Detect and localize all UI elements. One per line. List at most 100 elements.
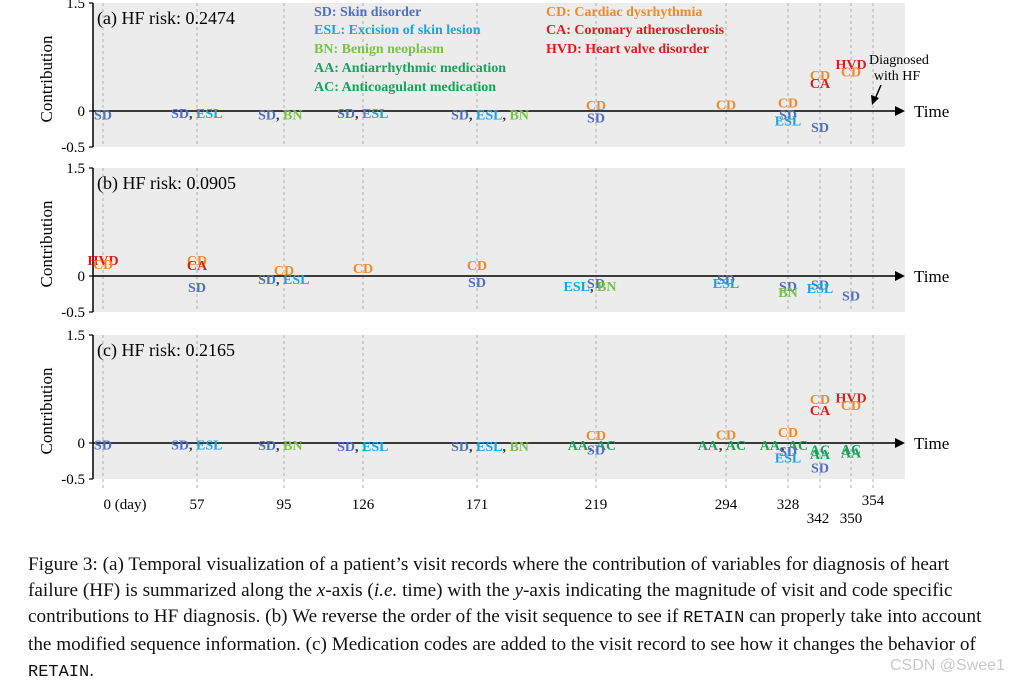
code-mark-c-bn-95-4: BN [283,439,302,454]
code-mark-c-sd-328-20: SD [779,445,797,460]
code-mark-b-sd-342-18: SD [811,279,829,294]
x-tick-label-350: 350 [840,511,863,527]
code-mark-c-cd-294-14: CD [716,428,736,443]
code-mark-a-cd-328-13: CD [778,96,798,111]
panel-title-b: (b) HF risk: 0.0905 [97,173,236,194]
code-mark-a-sd-342-16: SD [811,121,829,136]
retain-figure: 1.5 0 -0.5 Time Contribution (a) HF risk: 0.2… [37,0,949,527]
legend-entry-ca: CA: Coronary atherosclerosis [546,23,725,38]
code-separator-a-8: , [502,109,506,124]
code-mark-a-sd-126-5: SD [337,107,355,122]
code-mark-b-sd-95-6: SD [258,273,276,288]
code-mark-b-esl-219-12: ESL [564,280,590,295]
code-mark-c-cd-342-25: CD [810,393,830,408]
time-axis-arrow-b [895,271,905,281]
code-mark-b-cd-0-1: CD [93,258,113,273]
y-tick-label-b-1: 0 [78,269,86,285]
code-mark-c-esl-57-2: ESL [196,438,222,453]
code-mark-b-esl-342-19: ESL [807,282,833,297]
time-axis-arrow-a [895,106,905,116]
diagnosed-annotation-line-1: Diagnosed [869,53,929,68]
code-mark-c-aa-342-23: AA [810,448,831,463]
legend-entry-hvd: HVD: Heart valve disorder [546,42,709,57]
caption-part-2: -axis ( [325,580,374,601]
y-tick-label-c-1: 0 [78,436,86,452]
y-tick-label-c-2: -0.5 [61,472,85,488]
y-tick-label-a-2: -0.5 [61,140,85,156]
code-mark-b-ca-57-3: CA [187,259,208,274]
code-mark-b-cd-171-9: CD [467,259,487,274]
code-separator-c-18: , [781,439,785,454]
code-mark-c-ac-342-22: AC [810,443,830,458]
legend-entry-bn: BN: Benign neoplasm [314,42,444,57]
code-mark-c-aa-328-18: AA [760,439,781,454]
code-separator-b-6: , [276,273,280,288]
legend-entry-cd: CD: Cardiac dysrhythmia [546,5,702,20]
code-mark-c-sd-126-5: SD [337,440,355,455]
code-mark-a-esl-171-8: ESL [476,109,502,124]
code-mark-a-sd-57-1: SD [171,107,189,122]
code-mark-a-esl-126-6: ESL [362,107,388,122]
code-separator-c-7: , [469,440,473,455]
code-separator-c-11: , [589,439,593,454]
y-tick-label-b-0: 1.5 [66,161,85,177]
code-mark-a-cd-294-12: CD [716,99,736,114]
legend-entry-aa: AA: Antiarrhythmic medication [314,61,506,76]
code-mark-c-ac-328-19: AC [788,439,808,454]
x-tick-label-0: 0 (day) [104,497,147,513]
code-mark-c-cd-328-17: CD [778,426,798,441]
code-mark-c-aa-219-11: AA [568,439,589,454]
code-separator-c-3: , [276,439,280,454]
legend-entry-esl: ESL: Excision of skin lesion [314,23,481,38]
code-mark-a-hvd-350-19: HVD [835,58,866,73]
caption-part-5: can properly take into account the modif… [28,606,982,655]
x-tick-label-57: 57 [190,497,206,513]
panel-title-a: (a) HF risk: 0.2474 [97,8,235,29]
code-separator-a-1: , [189,107,193,122]
code-mark-b-sd-219-11: SD [587,277,605,292]
time-axis-arrow-c [895,438,905,448]
y-axis-label-a: Contribution [37,35,56,122]
y-axis-label-b: Contribution [37,200,56,287]
caption-part-6: . [89,660,95,681]
code-separator-c-15: , [719,439,723,454]
caption-part-1: Figure 3: (a) Temporal visualization of … [28,554,950,601]
caption-retain-2: RETAIN [28,663,90,682]
code-separator-b-12: , [590,280,594,295]
code-mark-a-cd-219-10: CD [586,99,606,114]
code-mark-b-cd-126-8: CD [353,262,373,277]
code-mark-c-esl-328-21: ESL [775,451,801,466]
watermark: CSDN @Swee1 [890,657,1005,674]
code-separator-a-5: , [355,107,359,122]
code-mark-b-sd-328-16: SD [779,280,797,295]
time-axis-label-b: Time [914,267,949,286]
x-tick-label-126: 126 [352,497,375,513]
caption-x-symbol: x [316,580,326,601]
caption-ie: i.e. [373,580,398,601]
code-mark-c-ac-294-16: AC [726,439,746,454]
code-mark-c-sd-0-0: SD [94,438,112,453]
code-mark-a-ca-342-18: CA [810,77,831,92]
code-mark-a-sd-0-0: SD [94,109,112,124]
code-mark-b-esl-294-15: ESL [713,277,739,292]
time-axis-label-c: Time [914,434,949,453]
code-separator-a-7: , [469,109,473,124]
code-mark-b-bn-328-17: BN [778,286,797,301]
time-axis-label-a: Time [914,102,949,121]
code-mark-b-bn-219-13: BN [597,280,616,295]
code-mark-a-sd-328-14: SD [779,109,797,124]
code-mark-c-bn-171-9: BN [509,440,528,455]
code-mark-b-cd-95-5: CD [274,264,294,279]
code-mark-c-cd-219-10: CD [586,429,606,444]
x-tick-label-294: 294 [715,497,738,513]
code-separator-c-1: , [189,438,193,453]
caption-part-4: -axis indicating the magnitude of visit … [28,580,953,627]
x-tick-label-95: 95 [277,497,292,513]
y-axis-label-c: Contribution [37,367,56,454]
code-mark-a-esl-328-15: ESL [775,114,801,129]
caption-y-symbol: y [514,580,524,601]
y-tick-label-a-1: 0 [78,104,86,120]
x-tick-label-171: 171 [466,497,489,513]
code-mark-a-sd-171-7: SD [451,109,469,124]
code-separator-c-8: , [502,440,506,455]
